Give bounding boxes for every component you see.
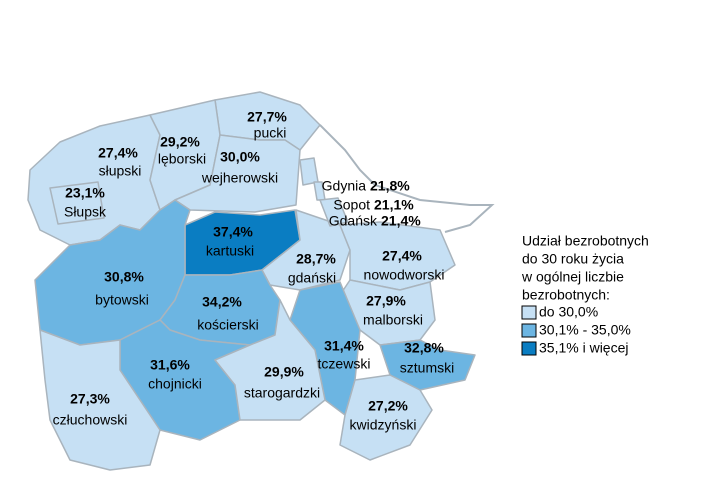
region: [39, 329, 161, 471]
region-value: 32,8%: [404, 340, 444, 356]
region-value: 27,7%: [247, 109, 287, 125]
legend-label: do 30,0%: [539, 304, 598, 320]
region-name: starogardzki: [244, 385, 320, 401]
region-value: 30,8%: [104, 269, 144, 285]
region: [27, 114, 161, 246]
region-name: lęborski: [158, 151, 206, 167]
legend-label: 30,1% - 35,0%: [539, 322, 631, 338]
city-value: 21,1%: [374, 197, 414, 213]
region-value: 34,2%: [202, 294, 242, 310]
region: [319, 197, 349, 227]
region-name: kartuski: [206, 243, 254, 259]
region-value: 28,7%: [296, 251, 336, 267]
region-name: tczewski: [318, 356, 371, 372]
city-name: Gdynia: [322, 178, 367, 194]
region: [339, 374, 433, 461]
region-name: gdański: [288, 270, 336, 286]
region-value: 37,4%: [213, 224, 253, 240]
region-name: kościerski: [197, 317, 258, 333]
region-name: pucki: [254, 125, 287, 141]
region-name: malborski: [363, 312, 423, 328]
legend-label: 35,1% i więcej: [539, 340, 629, 356]
coast: [319, 124, 495, 233]
region-value: 27,9%: [366, 293, 406, 309]
region-name: kwidzyński: [350, 417, 417, 433]
region: [214, 299, 326, 421]
region-name: słupski: [99, 163, 142, 179]
region: [49, 181, 105, 225]
legend-title: bezrobotnych:: [522, 287, 610, 303]
region-value: 27,4%: [98, 145, 138, 161]
region-value: 27,3%: [70, 391, 110, 407]
region-value: 27,4%: [382, 248, 422, 264]
region-value: 23,1%: [65, 185, 105, 201]
legend-title: w ogólnej liczbie: [521, 269, 624, 285]
legend-title: do 30 roku życia: [522, 251, 624, 267]
city-name: Sopot: [333, 197, 370, 213]
region-value: 31,6%: [150, 357, 190, 373]
region-value: 27,2%: [368, 398, 408, 414]
region-name: sztumski: [400, 360, 454, 376]
legend-swatch: [521, 341, 537, 356]
region: [299, 157, 319, 186]
region-name: chojnicki: [148, 376, 202, 392]
region-name: nowodworski: [364, 267, 445, 283]
city-value: 21,8%: [370, 178, 410, 194]
region-name: bytowski: [95, 292, 149, 308]
region-value: 29,2%: [160, 134, 200, 150]
region-name: wejherowski: [201, 170, 278, 186]
region: [174, 134, 301, 213]
region-value: 31,4%: [324, 338, 364, 354]
region-value: 30,0%: [220, 149, 260, 165]
region-name: Słupsk: [64, 204, 107, 220]
city-value: 21,4%: [381, 213, 421, 229]
region-name: człuchowski: [53, 412, 128, 428]
region-value: 29,9%: [264, 364, 304, 380]
city-name: Gdańsk: [329, 213, 378, 229]
legend-title: Udział bezrobotnych: [522, 233, 649, 249]
legend-swatch: [521, 323, 537, 338]
legend-swatch: [521, 305, 537, 320]
